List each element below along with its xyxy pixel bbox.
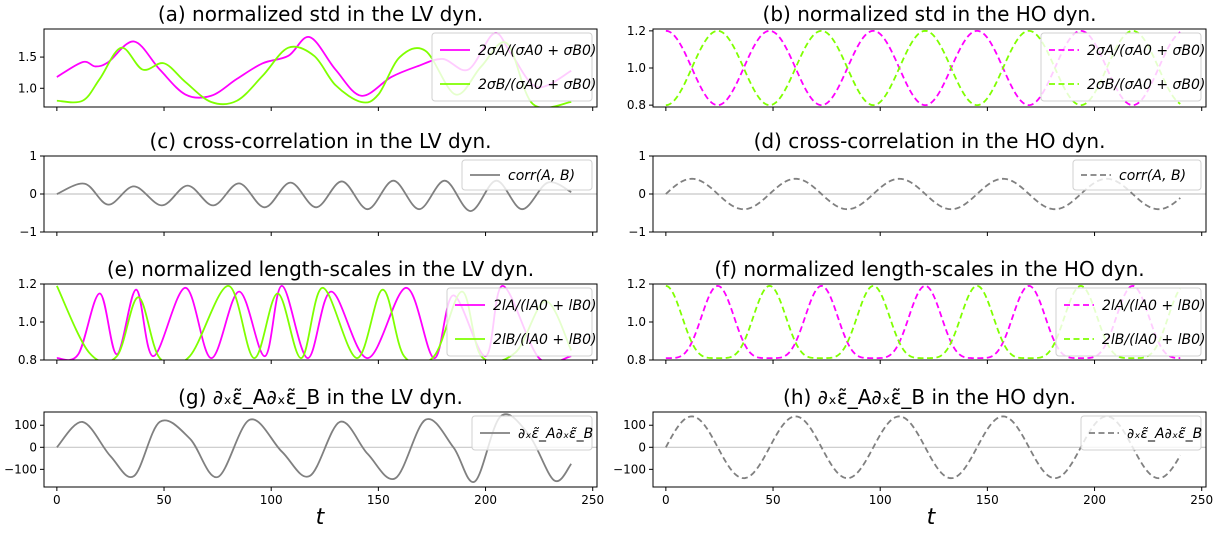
panel-title: (h) ∂ₓε̃_A∂ₓε̃_B in the HO dyn. [783,385,1076,409]
legend-box [431,32,593,102]
y-tick-label: 1.5 [18,50,37,64]
y-tick-label: 0.8 [627,98,646,112]
series-line-1 [665,177,1181,211]
legend-label: ∂ₓε̃_A∂ₓε̃_B [518,426,593,442]
panel-title: (f) normalized length-scales in the HO d… [714,257,1144,281]
axes-frame [652,411,1207,488]
panel-title: (a) normalized std in the LV dyn. [158,2,483,26]
panel-title: (e) normalized length-scales in the LV d… [107,257,534,281]
legend-box [471,415,593,451]
panel-e: (e) normalized length-scales in the LV d… [18,257,598,367]
legend-label: 2lB/(lA0 + lB0) [493,332,596,348]
y-tick-label: 100 [14,418,37,432]
panel-f: (f) normalized length-scales in the HO d… [627,257,1207,367]
legend-label: ∂ₓε̃_A∂ₓε̃_B [1127,426,1202,442]
x-tick-label: 250 [581,493,604,507]
legend-label: 2lA/(lA0 + lB0) [493,298,596,314]
x-tick-label: 200 [474,493,497,507]
y-tick-label: 0 [638,440,646,454]
panel-h: (h) ∂ₓε̃_A∂ₓε̃_B in the HO dyn. −100 0 100 0… [613,385,1213,507]
x-tick-label: 0 [662,493,670,507]
legend: 2lA/(lA0 + lB0) 2lB/(lA0 + lB0) [1055,287,1205,357]
legend-box [1080,415,1202,451]
x-axis-label: t [316,505,326,529]
legend: 2σA/(σA0 + σB0) 2σB/(σA0 + σB0) [431,32,596,102]
y-tick-label: 1.0 [18,315,37,329]
panel-title: (b) normalized std in the HO dyn. [763,2,1097,26]
legend: ∂ₓε̃_A∂ₓε̃_B [1080,415,1202,451]
legend: ∂ₓε̃_A∂ₓε̃_B [471,415,593,451]
y-tick-label: −1 [628,225,646,239]
x-tick-label: 200 [1083,493,1106,507]
legend-label: 2σB/(σA0 + σB0) [478,77,596,93]
series-line-1 [665,284,1181,359]
legend-box [1072,159,1202,191]
y-tick-label: 1 [29,149,37,163]
legend: 2σA/(σA0 + σB0) 2σB/(σA0 + σB0) [1040,32,1205,102]
legend: corr(A, B) [1072,159,1202,191]
y-tick-label: 0.8 [18,353,37,367]
x-tick-label: 100 [260,493,283,507]
plot-area [665,177,1181,211]
x-tick-label: 100 [869,493,892,507]
legend-label: 2σA/(σA0 + σB0) [1087,43,1205,59]
legend-label: corr(A, B) [1119,168,1186,184]
y-tick-label: 100 [623,418,646,432]
legend-label: 2σA/(σA0 + σB0) [478,43,596,59]
legend-box [461,159,593,191]
axes-frame [43,28,598,108]
panel-title: (g) ∂ₓε̃_A∂ₓε̃_B in the LV dyn. [178,385,463,409]
legend-label: 2lA/(lA0 + lB0) [1102,298,1205,314]
x-axis-label: t [927,505,937,529]
panel-d: (d) cross-correlation in the HO dyn. −1 0 1… [628,129,1207,239]
axes-frame [43,411,598,488]
x-tick-label: 250 [1190,493,1213,507]
panel-g: (g) ∂ₓε̃_A∂ₓε̃_B in the LV dyn. −100 0 100 0… [4,385,604,507]
legend: corr(A, B) [461,159,593,191]
y-tick-label: −100 [613,462,646,476]
legend-box [1040,32,1202,102]
x-tick-label: 0 [53,493,61,507]
y-tick-label: 1.2 [627,24,646,38]
x-tick-label: 150 [976,493,999,507]
y-tick-label: 1.2 [18,277,37,291]
y-tick-label: 1.2 [627,277,646,291]
y-tick-label: 1.0 [627,61,646,75]
panel-title: (d) cross-correlation in the HO dyn. [754,129,1106,153]
legend-label: corr(A, B) [508,168,575,184]
panel-b: (b) normalized std in the HO dyn. 0.8 1.0 1… [627,2,1207,112]
x-tick-label: 150 [367,493,390,507]
panel-title: (c) cross-correlation in the LV dyn. [149,129,491,153]
legend-label: 2lB/(lA0 + lB0) [1102,332,1205,348]
x-tick-label: 50 [765,493,780,507]
panel-c: (c) cross-correlation in the LV dyn. −1 0 1… [19,129,598,239]
y-tick-label: 1.0 [627,315,646,329]
y-tick-label: 0 [638,187,646,201]
y-tick-label: 1.0 [18,81,37,95]
y-tick-label: −100 [4,462,37,476]
panel-a: (a) normalized std in the LV dyn. 1.0 1.5 2… [18,2,598,111]
y-tick-label: 0 [29,440,37,454]
y-tick-label: 0 [29,187,37,201]
legend-box [1055,287,1202,357]
x-tick-label: 50 [156,493,171,507]
y-tick-label: 1 [638,149,646,163]
y-tick-label: 0.8 [627,353,646,367]
legend-label: 2σB/(σA0 + σB0) [1087,77,1205,93]
legend: 2lA/(lA0 + lB0) 2lB/(lA0 + lB0) [446,287,596,357]
y-tick-label: −1 [19,225,37,239]
